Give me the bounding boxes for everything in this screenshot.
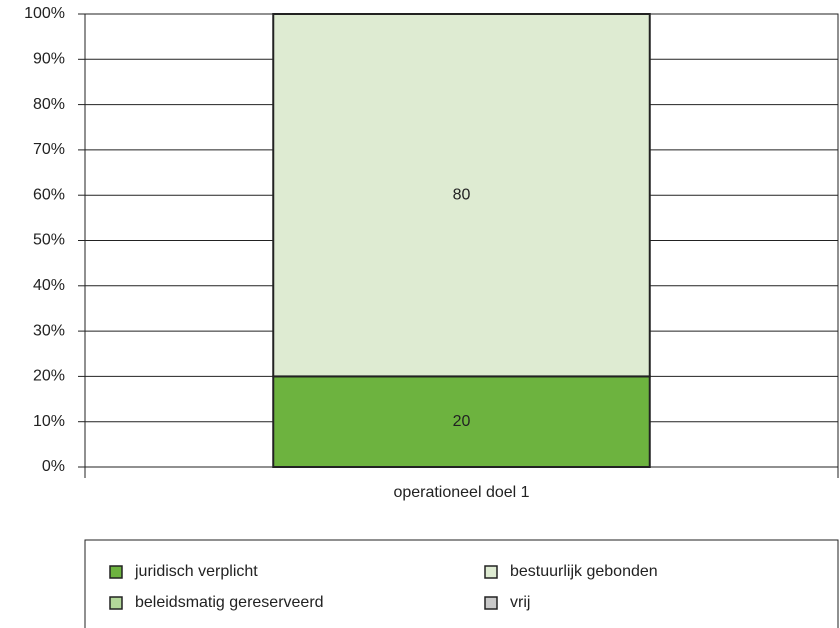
legend-label: juridisch verplicht [134, 563, 258, 580]
legend-swatch [484, 596, 498, 610]
y-tick-label: 20% [33, 368, 65, 385]
legend-box [84, 539, 839, 628]
legend-swatch [109, 565, 123, 579]
y-tick-label: 50% [33, 232, 65, 249]
y-tick-label: 90% [33, 51, 65, 68]
y-tick-label: 60% [33, 186, 65, 203]
bar-segment [272, 13, 651, 378]
legend-label: beleidsmatig gereserveerd [135, 594, 324, 611]
x-tick-label: operationeel doel 1 [393, 484, 529, 501]
bar-segment [272, 375, 651, 468]
y-tick-label: 80% [33, 96, 65, 113]
data-label: 20 [453, 413, 471, 430]
y-tick-label: 10% [33, 413, 65, 430]
y-tick-label: 40% [33, 277, 65, 294]
y-tick-label: 0% [42, 458, 65, 475]
legend-label: vrij [510, 594, 530, 611]
data-label: 80 [453, 186, 471, 203]
legend-swatch [484, 565, 498, 579]
y-tick-label: 70% [33, 141, 65, 158]
y-tick-label: 100% [24, 5, 65, 22]
legend-swatch [109, 596, 123, 610]
legend-label: bestuurlijk gebonden [510, 563, 658, 580]
y-tick-label: 30% [33, 322, 65, 339]
